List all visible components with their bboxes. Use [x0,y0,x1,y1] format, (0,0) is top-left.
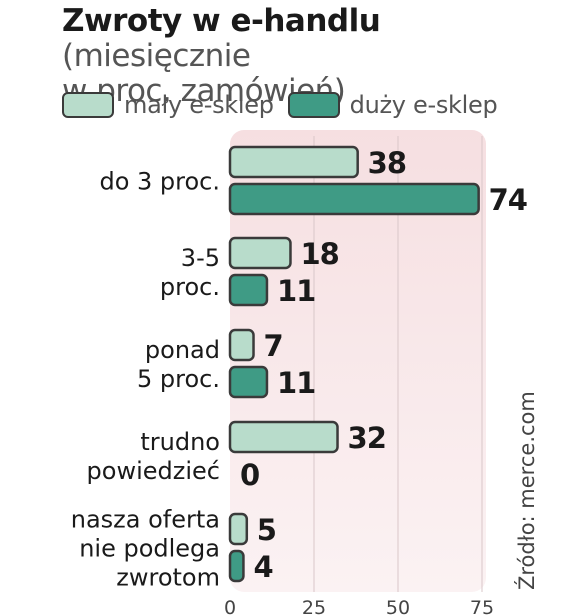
bar-small-1 [228,236,292,270]
data-label-small-3: 32 [348,421,386,455]
data-label-small-0: 38 [368,146,406,180]
category-label-1-1: proc. [160,273,220,301]
data-label-large-3: 0 [240,458,259,492]
data-label-small-4: 5 [257,513,276,547]
plot-background [230,130,486,592]
category-label-2-1: 5 proc. [137,365,220,393]
category-label-3-1: powiedzieć [87,457,220,485]
data-label-large-4: 4 [253,550,272,584]
legend-label-small-shop: mały e-sklep [124,91,274,119]
bar-small-4 [228,512,249,546]
category-label-4-0: nasza oferta [71,506,220,534]
x-tick-label-0: 0 [224,597,236,615]
data-label-large-1: 11 [277,274,315,308]
legend-swatch-large-shop [287,92,340,118]
category-label-4-2: zwrotom [116,564,220,592]
legend-item-large-shop: duży e-sklep [287,91,498,119]
bar-large-4 [228,549,245,583]
title-rest-line1: (miesięcznie [62,38,251,74]
data-label-small-1: 18 [300,237,338,271]
category-label-4-1: nie podlega [79,535,220,563]
category-label-1-0: 3-5 [181,244,220,272]
bar-small-3 [228,420,339,454]
data-label-large-0: 74 [489,183,527,217]
bar-large-2 [228,365,269,399]
data-label-large-2: 11 [277,366,315,400]
bar-small-0 [228,145,359,179]
legend-item-small-shop: mały e-sklep [62,91,274,119]
title-bold: Zwroty w e-handlu [62,3,381,39]
x-tick-label-25: 25 [302,597,326,615]
legend: mały e-sklep duży e-sklep [62,88,511,122]
data-label-small-2: 7 [264,329,283,363]
bar-large-1 [228,273,269,307]
bar-large-0 [228,182,480,216]
category-label-0-0: do 3 proc. [99,168,220,196]
x-tick-label-50: 50 [386,597,410,615]
category-label-2-0: ponad [145,336,220,364]
x-tick-label-75: 75 [470,597,494,615]
bar-small-2 [228,328,255,362]
legend-swatch-small-shop [62,92,114,118]
legend-label-large-shop: duży e-sklep [349,91,498,119]
source-note: Źródło: merce.com [515,391,539,590]
category-label-3-0: trudno [140,428,220,456]
